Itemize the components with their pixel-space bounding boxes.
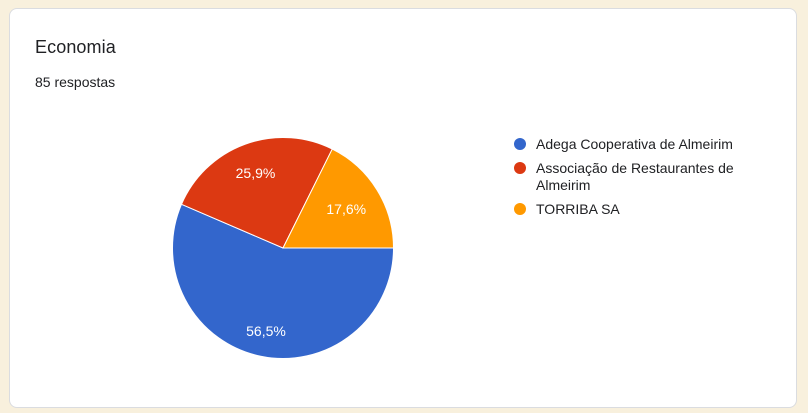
pie-slice[interactable] — [282, 148, 394, 249]
pie-chart — [172, 137, 394, 359]
legend-swatch — [514, 203, 526, 215]
response-count: 85 respostas — [35, 74, 116, 90]
legend-swatch — [514, 162, 526, 174]
legend-item: Adega Cooperativa de Almeirim — [514, 136, 786, 153]
legend-label: Associação de Restaurantes de Almeirim — [536, 160, 734, 193]
legend-label: Adega Cooperativa de Almeirim — [536, 136, 733, 152]
legend-swatch — [514, 138, 526, 150]
legend-item: TORRIBA SA — [514, 201, 786, 218]
question-title: Economia — [35, 37, 116, 57]
legend-item: Associação de Restaurantes de Almeirim — [514, 160, 786, 194]
chart-legend: Adega Cooperativa de Almeirim Associação … — [514, 136, 786, 218]
response-summary-card: Economia 85 respostas 56,5% 25,9% 17,6% Ad… — [9, 8, 797, 408]
pie-slice[interactable] — [180, 137, 333, 249]
card-header: Economia 85 respostas — [35, 37, 116, 90]
pie-chart-area: 56,5% 25,9% 17,6% — [172, 137, 394, 359]
legend-label: TORRIBA SA — [536, 201, 620, 217]
pie-slice[interactable] — [172, 203, 394, 359]
